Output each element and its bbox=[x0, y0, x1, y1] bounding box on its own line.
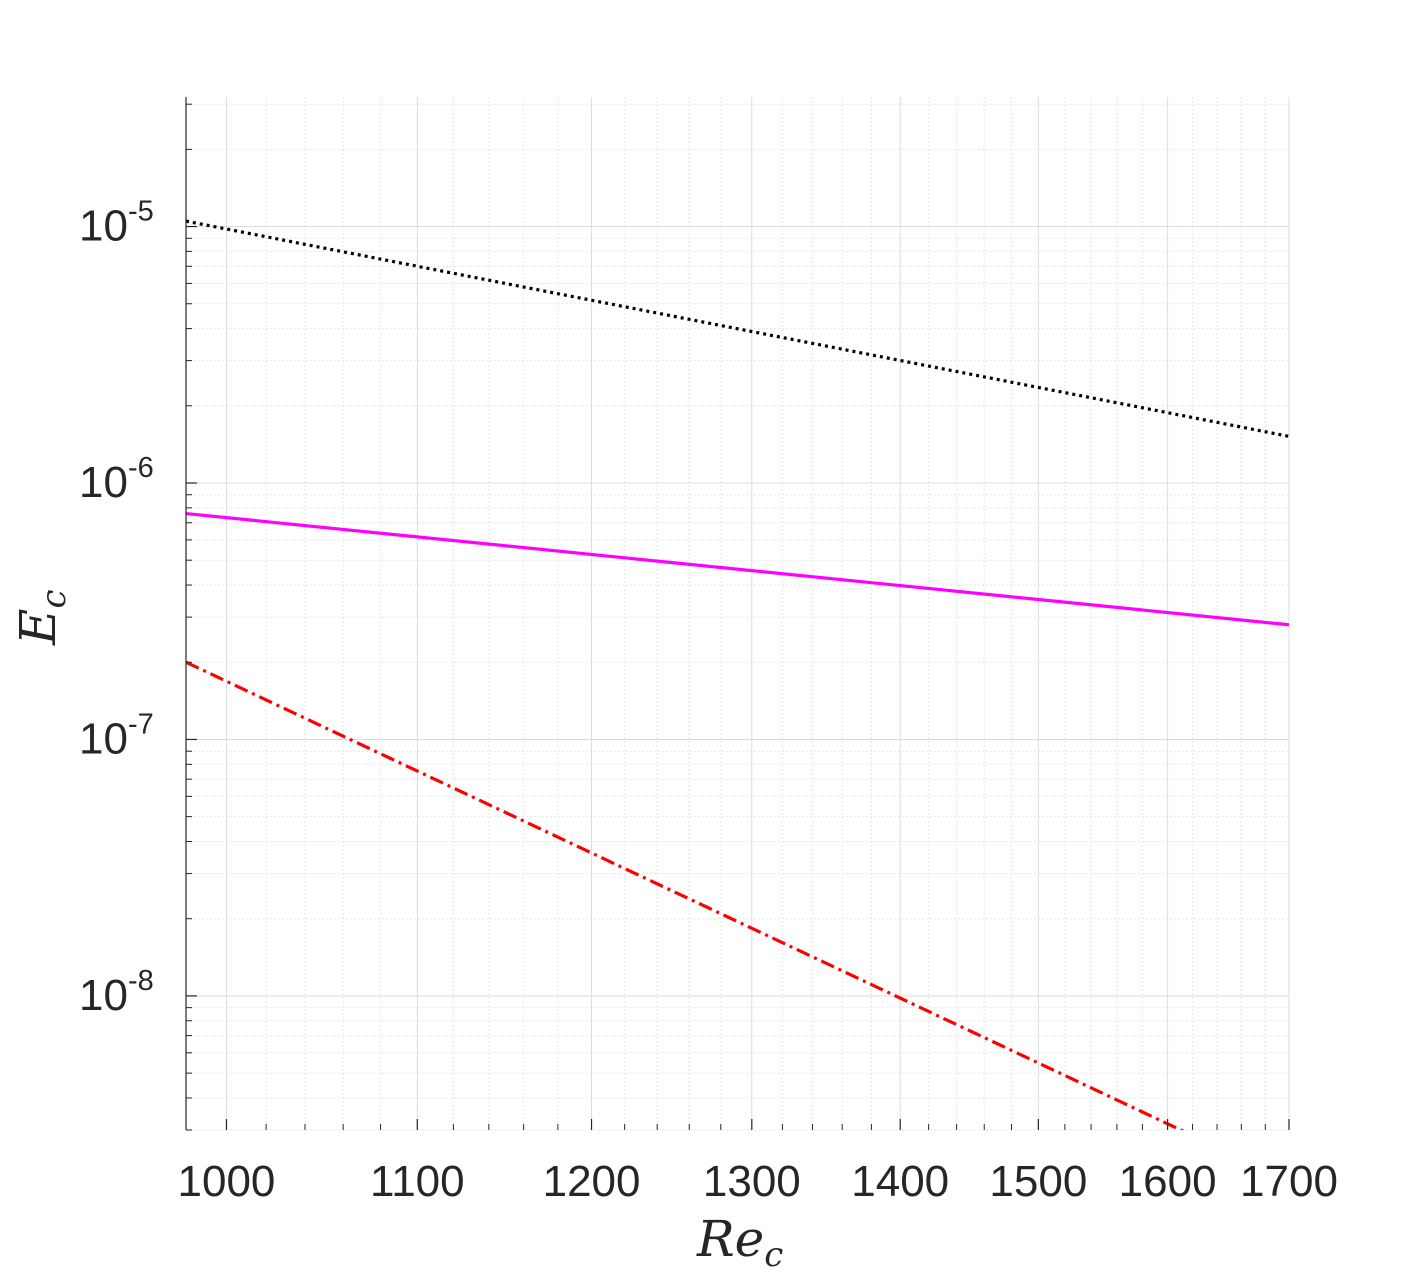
x-tick-label: 1700 bbox=[1240, 1157, 1338, 1206]
y-axis-title: Ec bbox=[9, 589, 74, 646]
minor-grid bbox=[185, 97, 1289, 1131]
x-tick-label: 1600 bbox=[1119, 1157, 1217, 1206]
x-tick-label: 1500 bbox=[989, 1157, 1087, 1206]
x-axis-title: Rec bbox=[696, 1210, 783, 1275]
x-tick-label: 1200 bbox=[543, 1157, 641, 1206]
major-grid bbox=[186, 97, 1290, 1130]
y-tick-labels: 10-8 10-7 10-6 10-5 bbox=[79, 196, 154, 1020]
series-line-2 bbox=[186, 511, 1289, 627]
y-tick-label: 10-5 bbox=[79, 196, 154, 251]
tick-marks bbox=[185, 97, 1290, 1131]
x-tick-labels: 1000 1100 1200 1300 1400 1500 1600 1700 bbox=[178, 1157, 1338, 1206]
plot-background bbox=[186, 97, 1289, 1130]
y-tick-label: 10-7 bbox=[79, 708, 154, 763]
series-layer bbox=[186, 219, 1289, 1130]
series-line-1 bbox=[186, 219, 1289, 438]
x-tick-label: 1400 bbox=[851, 1157, 949, 1206]
x-tick-label: 1100 bbox=[370, 1157, 465, 1206]
x-tick-label: 1300 bbox=[703, 1157, 801, 1206]
y-tick-label: 10-6 bbox=[79, 452, 154, 507]
y-tick-label: 10-8 bbox=[79, 965, 154, 1020]
x-tick-label: 1000 bbox=[178, 1157, 276, 1206]
